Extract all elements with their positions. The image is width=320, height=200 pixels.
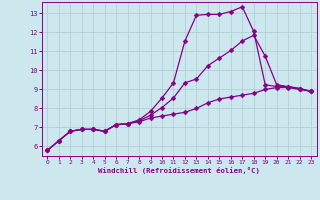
X-axis label: Windchill (Refroidissement éolien,°C): Windchill (Refroidissement éolien,°C) [98,167,260,174]
